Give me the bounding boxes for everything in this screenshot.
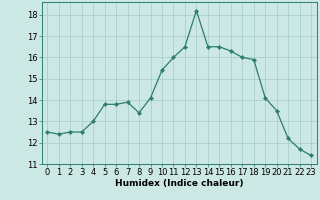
X-axis label: Humidex (Indice chaleur): Humidex (Indice chaleur) xyxy=(115,179,244,188)
